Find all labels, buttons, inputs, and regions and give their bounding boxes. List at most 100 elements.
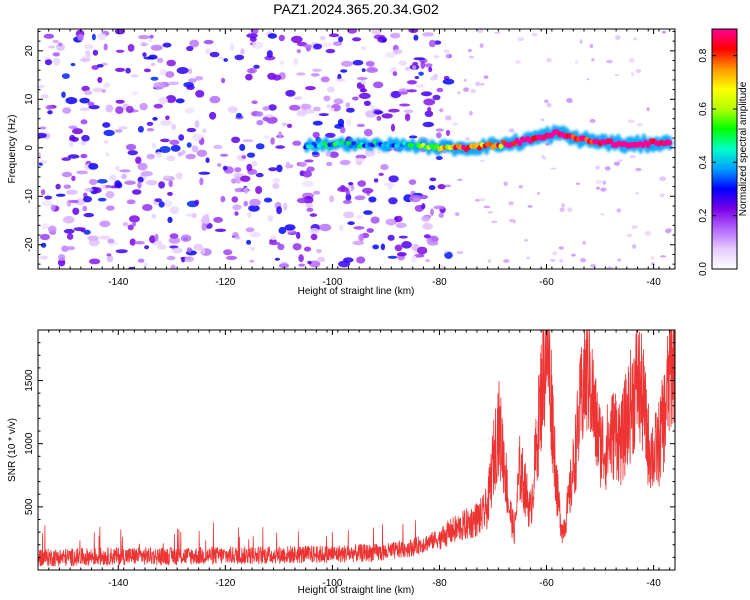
heatmap-cell: [128, 266, 135, 269]
heatmap-cell: [158, 201, 165, 208]
heatmap-cell: [146, 128, 155, 132]
heatmap-cell: [310, 233, 318, 241]
heatmap-cell: [245, 73, 253, 81]
heatmap-cell: [191, 213, 197, 219]
heatmap-cell: [127, 44, 135, 52]
heatmap-cell: [326, 161, 333, 167]
heatmap-cell: [166, 59, 176, 67]
heatmap-cell: [189, 39, 200, 48]
heatmap-cell: [148, 54, 158, 60]
heatmap-cell: [559, 207, 565, 212]
heatmap-cell: [544, 99, 549, 104]
heatmap-cell: [106, 254, 114, 263]
heatmap-cell: [234, 176, 242, 184]
heatmap-cell: [97, 76, 103, 84]
spectrogram-y-ticks: -20 -10 0 10 20: [24, 30, 675, 265]
heatmap-cell: [428, 66, 433, 73]
heatmap-cell: [192, 133, 203, 142]
heatmap-cell: [285, 89, 296, 97]
heatmap-cell: [201, 215, 210, 223]
heatmap-cell: [128, 215, 140, 223]
heatmap-cell: [119, 169, 131, 173]
heatmap-cell: [432, 94, 441, 101]
heatmap-cell: [304, 159, 314, 163]
heatmap-cell: [392, 49, 403, 55]
heatmap-cell: [296, 72, 306, 76]
heatmap-cell: [320, 76, 330, 83]
heatmap-cell: [79, 97, 90, 104]
heatmap-cell: [223, 249, 233, 256]
heatmap-cell: [589, 44, 594, 49]
colorbar-ticks: 0.0 0.2 0.4 0.6 0.8: [698, 48, 737, 276]
heatmap-cell: [354, 195, 366, 201]
heatmap-cell: [240, 48, 245, 55]
heatmap-cell: [138, 35, 150, 40]
heatmap-cell: [102, 122, 111, 128]
heatmap-cell: [309, 213, 318, 217]
heatmap-cell: [131, 222, 137, 227]
heatmap-cell: [209, 95, 221, 104]
heatmap-cell: [83, 229, 91, 235]
heatmap-cell: [345, 102, 351, 108]
heatmap-cell: [433, 55, 440, 59]
heatmap-cell: [596, 186, 600, 190]
heatmap-cell: [137, 181, 142, 189]
snr-x-label: Height of straight line (km): [298, 585, 415, 596]
heatmap-cell: [552, 251, 558, 256]
heatmap-cell: [327, 86, 335, 93]
heatmap-cell: [84, 50, 91, 56]
heatmap-cell: [234, 236, 241, 240]
heatmap-cell: [361, 68, 366, 72]
heatmap-cell: [40, 189, 46, 196]
heatmap-cell: [395, 222, 407, 229]
heatmap-cell: [79, 58, 91, 62]
heatmap-cell: [525, 256, 531, 260]
heatmap-cell: [421, 215, 431, 222]
heatmap-cell: [627, 119, 635, 123]
heatmap-cell: [267, 214, 274, 222]
heatmap-cell: [404, 113, 411, 122]
heatmap-cell: [45, 105, 54, 110]
heatmap-cell: [399, 103, 411, 107]
heatmap-cell: [67, 246, 76, 251]
heatmap-cell: [412, 61, 419, 66]
heatmap-cell: [246, 152, 256, 158]
heatmap-cell: [186, 247, 192, 253]
ridge-halo: [303, 124, 673, 157]
heatmap-cell: [661, 30, 667, 34]
y-tick-label: 10: [24, 93, 35, 105]
heatmap-cell: [352, 240, 365, 246]
heatmap-cell: [99, 220, 111, 228]
x-tick-label: -40: [646, 578, 661, 589]
heatmap-cell: [153, 82, 166, 90]
heatmap-cell: [84, 44, 94, 50]
heatmap-cell: [631, 225, 638, 230]
heatmap-cell: [403, 109, 414, 114]
heatmap-cell: [217, 163, 222, 167]
heatmap-cell: [131, 91, 139, 96]
heatmap-cell: [82, 205, 88, 212]
heatmap-cell: [125, 143, 137, 151]
heatmap-cell: [454, 212, 460, 217]
heatmap-cell: [436, 87, 444, 93]
spectrogram-y-label: Frequency (Hz): [7, 115, 18, 184]
heatmap-cell: [408, 29, 419, 34]
snr-series-line: [38, 330, 675, 567]
heatmap-cell: [433, 205, 446, 210]
heatmap-cell: [591, 57, 595, 62]
heatmap-cell: [503, 259, 510, 263]
heatmap-cell: [546, 57, 552, 63]
snr-y-ticks: 500 1000 1500: [24, 329, 675, 558]
heatmap-cell: [380, 164, 389, 171]
heatmap-cell: [240, 175, 251, 182]
heatmap-cell: [170, 144, 181, 152]
heatmap-cell: [181, 150, 186, 155]
heatmap-cell: [124, 180, 136, 185]
heatmap-cell: [363, 128, 373, 137]
heatmap-cell: [291, 35, 303, 44]
heatmap-cell: [568, 100, 573, 103]
heatmap-cell: [319, 223, 332, 232]
heatmap-cell: [408, 135, 418, 139]
heatmap-cell: [508, 201, 514, 206]
heatmap-cell: [205, 48, 212, 54]
